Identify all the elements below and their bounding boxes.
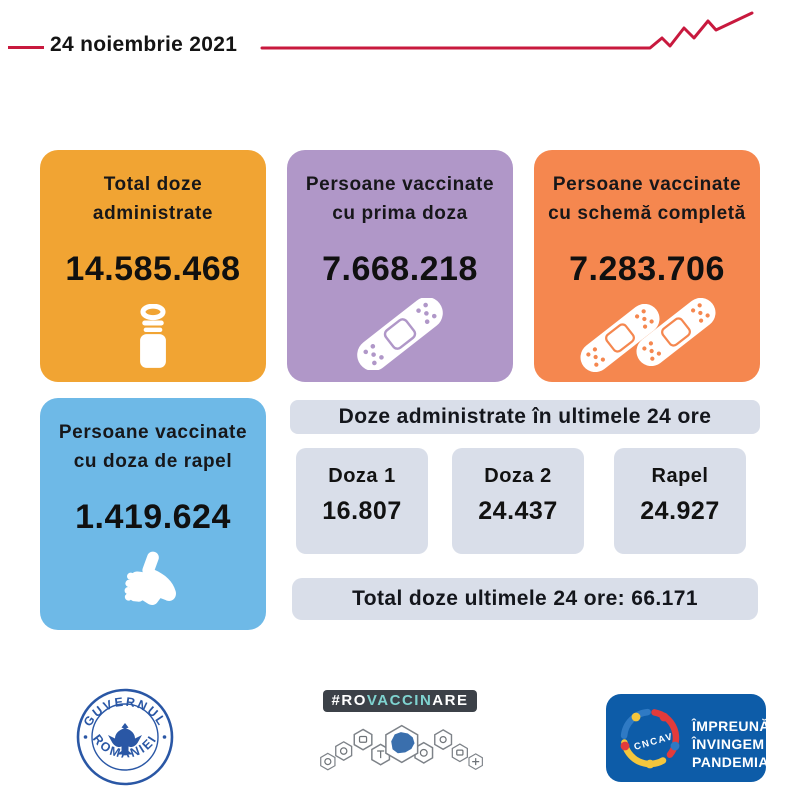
card-title: Total doze administrate (92, 174, 214, 224)
header-left-rule (8, 46, 44, 49)
rovaccinare-badge: #ROVACCINARE (322, 690, 478, 712)
card-title: Persoane vaccinate cu prima doza (305, 174, 495, 224)
last24h-total-band: Total doze ultimele 24 ore: 66.171 (292, 578, 758, 620)
mini-card-rapel: Rapel 24.927 (614, 448, 746, 554)
hexagon-cluster-icon (320, 724, 483, 771)
card-first-dose: Persoane vaccinate cu prima doza 7.668.2… (287, 150, 513, 382)
mini-card-value: 16.807 (322, 497, 402, 525)
card-value: 7.668.218 (322, 250, 478, 288)
romania-map-icon (391, 732, 415, 754)
rovaccinare-end: ARE (432, 692, 469, 709)
mini-card-doza2: Doza 2 24.437 (452, 448, 584, 554)
double-bandage-icon (534, 298, 760, 372)
bandage-icon (287, 298, 513, 370)
card-value: 14.585.468 (65, 250, 241, 288)
last24h-title-band: Doze administrate în ultimele 24 ore (290, 400, 760, 434)
card-value: 1.419.624 (75, 498, 231, 536)
cncav-slogan-line1: ÎMPREUNĂ (691, 717, 766, 734)
thumbs-up-icon (40, 546, 266, 614)
eagle-emblem-icon (108, 723, 142, 755)
mini-card-value: 24.437 (478, 497, 558, 525)
mini-card-label: Rapel (651, 465, 709, 487)
rovaccinare-mid: VACCIN (366, 692, 433, 709)
card-title: Persoane vaccinate cu doza de rapel (58, 422, 248, 472)
mini-card-label: Doza 1 (328, 465, 396, 487)
mini-card-label: Doza 2 (484, 465, 552, 487)
vaccine-vial-icon (40, 304, 266, 370)
cncav-logo: CNCAV ÎMPREUNĂ ÎNVINGEM PANDEMIA (606, 694, 769, 787)
rovaccinare-logo: #ROVACCINARE (312, 690, 488, 781)
cncav-slogan-line2: ÎNVINGEM (691, 735, 764, 752)
government-seal-logo: GUVERNUL ROMÂNIEI (74, 687, 176, 792)
mini-card-doza1: Doza 1 16.807 (296, 448, 428, 554)
mini-card-value: 24.927 (640, 497, 720, 525)
rovaccinare-hash: #RO (331, 692, 367, 709)
card-title: Persoane vaccinate cu schemă completă (548, 174, 746, 224)
card-value: 7.283.706 (569, 250, 725, 288)
card-total-doses: Total doze administrate 14.585.468 (40, 150, 266, 382)
report-date: 24 noiembrie 2021 (50, 33, 238, 56)
card-full-schema: Persoane vaccinate cu schemă completă 7.… (534, 150, 760, 382)
trend-sparkline-icon (258, 6, 758, 59)
card-booster-dose: Persoane vaccinate cu doza de rapel 1.41… (40, 398, 266, 630)
cncav-slogan-line3: PANDEMIA (692, 754, 766, 770)
